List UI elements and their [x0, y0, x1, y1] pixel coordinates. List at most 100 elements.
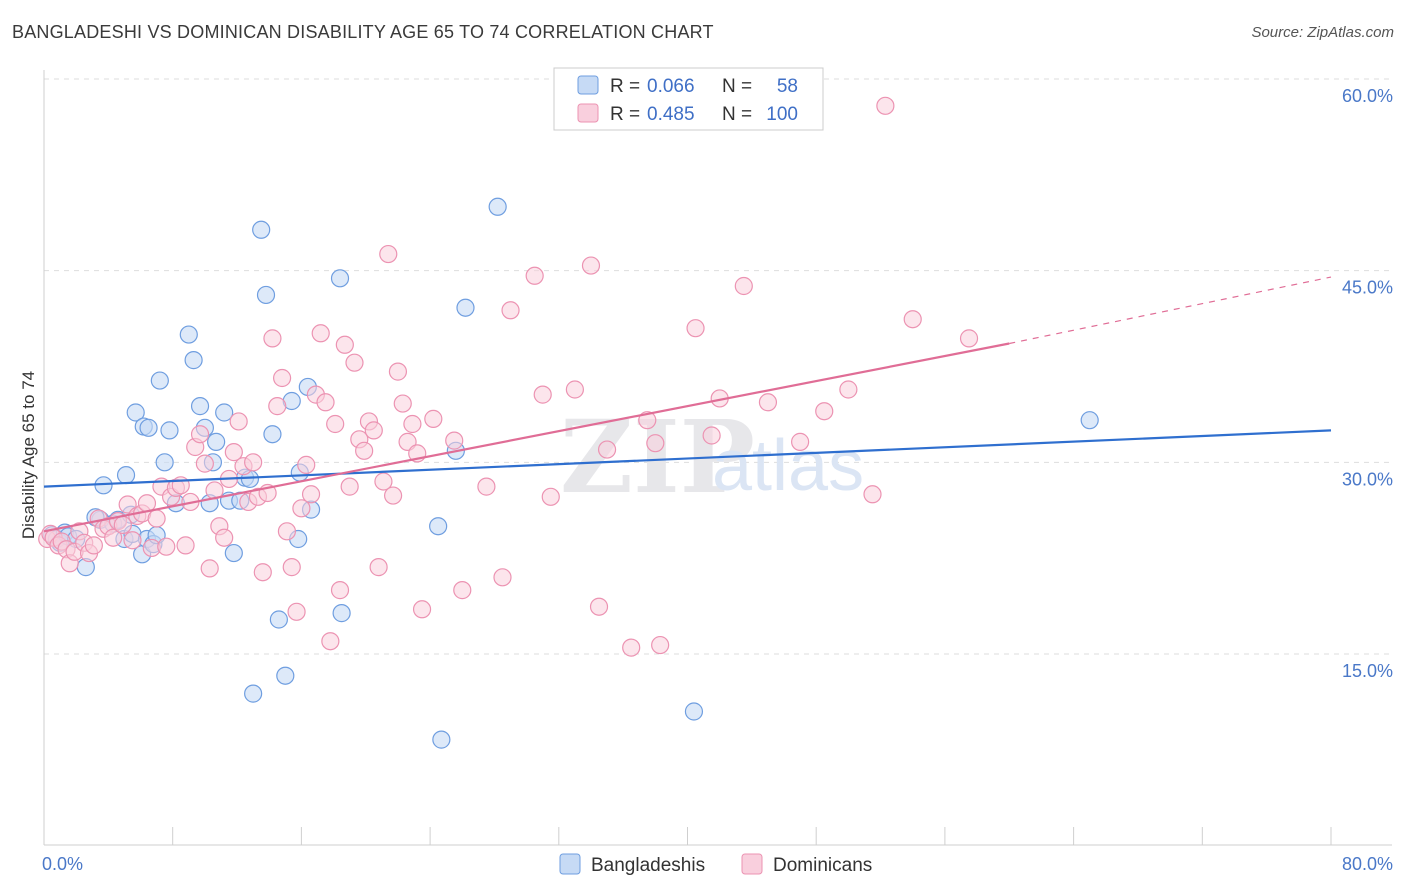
dominicans-point-81 [445, 431, 464, 450]
dominicans-point-55 [297, 455, 316, 474]
bangladeshis-point-33 [207, 432, 226, 451]
legend-n-value-1: 58 [777, 76, 798, 97]
y-axis-label: Disability Age 65 to 74 [19, 371, 38, 539]
dominicans-point-99 [791, 432, 810, 451]
bangladeshis-point-40 [244, 684, 263, 703]
dominicans-point-40 [224, 443, 243, 462]
bangladeshis-point-27 [184, 351, 203, 370]
dominicans-point-11 [84, 536, 103, 555]
dominicans-point-70 [369, 558, 388, 577]
bangladeshis-point-42 [256, 285, 276, 305]
dominicans-point-84 [493, 568, 512, 587]
bottom-legend-dominicans: Dominicans [773, 855, 872, 876]
dominicans-point-54 [292, 499, 311, 518]
legend-swatch-bangladeshis [577, 75, 599, 95]
y-tick-label-45: 45.0% [1342, 278, 1393, 298]
bangladeshis-point-53 [429, 517, 448, 536]
bangladeshis-point-43 [263, 425, 282, 444]
legend: R = 0.066 N = 58 R = 0.485 N = 100 [553, 67, 824, 131]
bangladeshis-point-45 [276, 666, 295, 685]
bangladeshis-point-57 [488, 197, 507, 216]
dominicans-point-38 [215, 528, 234, 547]
dominicans-point-88 [541, 487, 560, 506]
series-dominicans-points [38, 96, 979, 657]
bangladeshis-point-44 [269, 610, 288, 629]
dominicans-point-93 [638, 411, 657, 430]
dominicans-point-53 [287, 602, 306, 621]
dominicans-point-85 [501, 301, 520, 320]
dominicans-point-86 [525, 266, 544, 285]
bangladeshis-point-36 [224, 543, 243, 563]
x-tick-label-min: 0.0% [42, 854, 83, 874]
dominicans-point-26 [157, 537, 176, 556]
dominicans-point-44 [244, 453, 263, 472]
dominicans-point-50 [272, 368, 292, 388]
dominicans-point-48 [263, 329, 282, 348]
dominicans-point-56 [301, 485, 321, 504]
dominicans-point-67 [355, 441, 374, 460]
bangladeshis-point-54 [432, 730, 451, 749]
legend-swatch-dominicans [577, 103, 599, 123]
dominicans-point-83 [477, 477, 496, 496]
dominicans-point-72 [379, 244, 398, 264]
axes [43, 70, 1392, 846]
dominicans-point-80 [424, 409, 443, 428]
dominicans-point-89 [565, 380, 584, 399]
dominicans-point-69 [364, 421, 383, 440]
dominicans-point-58 [311, 324, 330, 343]
bangladeshis-point-21 [139, 418, 158, 437]
legend-r-value-1: 0.066 [647, 76, 695, 97]
dominicans-point-105 [959, 329, 979, 348]
source-credit: Source: ZipAtlas.com [1251, 24, 1394, 41]
bangladeshis-point-28 [179, 325, 198, 344]
grid-lines [44, 78, 1392, 655]
legend-r-label-1: R = [610, 76, 640, 97]
bottom-legend-bangladeshis: Bangladeshis [591, 855, 705, 876]
legend-n-label-2: N = [722, 104, 752, 125]
tick-labels: 15.0% 30.0% 45.0% 60.0% 0.0% 80.0% [42, 86, 1393, 874]
dominicans-point-95 [686, 319, 705, 338]
dominicans-point-75 [393, 394, 412, 413]
dominicans-point-101 [839, 380, 858, 399]
y-tick-label-60: 60.0% [1342, 86, 1393, 106]
dominicans-point-33 [190, 425, 210, 444]
trend-lines [43, 276, 1332, 533]
dominicans-point-108 [589, 597, 609, 616]
watermark-atlas: atlas [712, 426, 864, 506]
dominicans-point-79 [412, 600, 432, 619]
legend-r-label-2: R = [610, 104, 640, 125]
bangladeshis-point-34 [215, 403, 234, 422]
y-tick-label-15: 15.0% [1342, 661, 1393, 681]
dominicans-point-71 [374, 472, 393, 491]
dominicans-point-64 [340, 477, 359, 496]
bangladeshis-point-59 [1080, 411, 1099, 430]
bangladeshis-point-51 [332, 604, 351, 623]
dominicans-point-24 [147, 509, 166, 528]
bangladeshis-point-56 [456, 298, 475, 317]
dominicans-point-92 [622, 638, 641, 657]
y-tick-label-30: 30.0% [1342, 469, 1393, 489]
bangladeshis-point-13 [116, 466, 136, 485]
bottom-legend: Bangladeshis Dominicans [559, 853, 872, 876]
dominicans-point-59 [316, 393, 335, 412]
dominicans-point-100 [815, 402, 834, 421]
dominicans-point-62 [330, 581, 350, 600]
dominicans-point-63 [335, 335, 354, 354]
bangladeshis-point-52 [330, 269, 350, 288]
legend-frame [553, 67, 824, 131]
dominicans-point-102 [863, 485, 882, 504]
dominicans-point-106 [646, 434, 665, 453]
bangladeshis-point-41 [252, 220, 271, 239]
dominicans-point-65 [345, 353, 364, 372]
dominicans-point-103 [876, 96, 895, 115]
dominicans-point-90 [581, 256, 601, 275]
bangladeshis-point-25 [160, 421, 179, 440]
dominicans-point-82 [453, 581, 472, 600]
dominicans-point-34 [195, 454, 214, 473]
dominicans-point-94 [651, 635, 670, 655]
dominicans-point-73 [383, 486, 403, 505]
bottom-legend-swatch-bangladeshis [559, 853, 581, 875]
dominicans-point-61 [326, 414, 345, 434]
dominicans-point-91 [597, 440, 617, 459]
dominicans-point-52 [282, 558, 301, 577]
